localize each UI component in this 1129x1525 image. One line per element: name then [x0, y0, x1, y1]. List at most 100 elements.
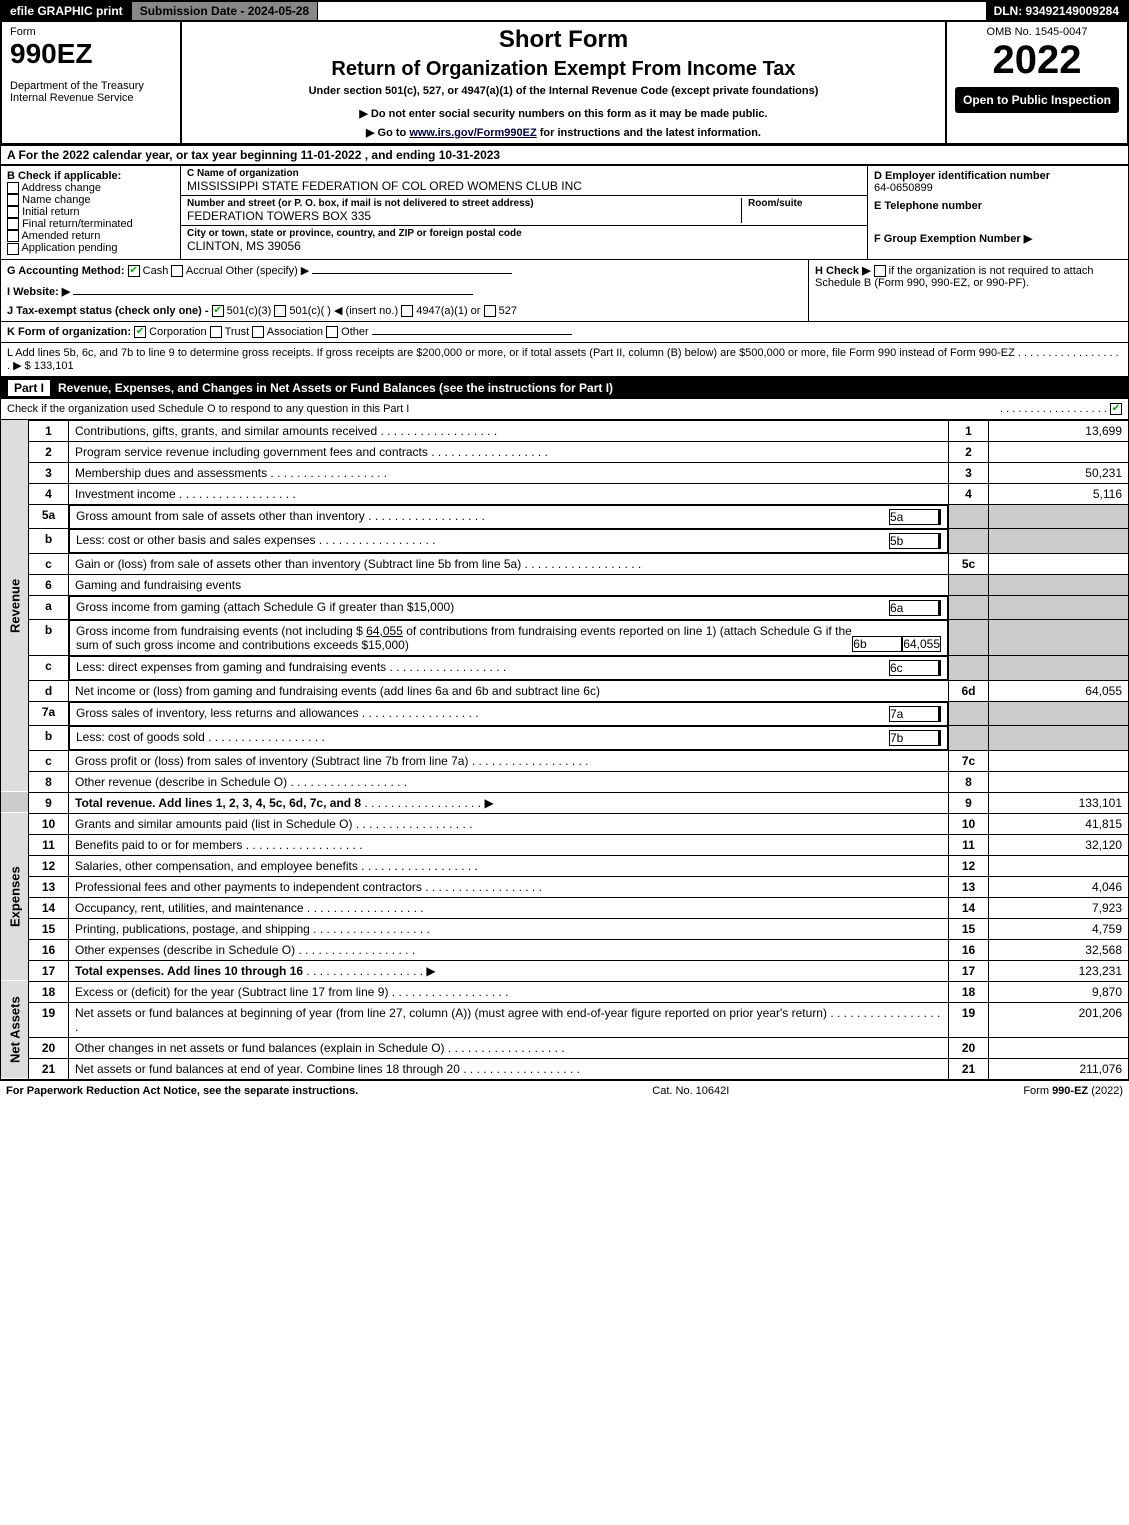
section-g-h: G Accounting Method: Cash Accrual Other …: [0, 260, 1129, 322]
chk-accrual[interactable]: [171, 265, 183, 277]
dots: [1000, 403, 1107, 415]
l-value: 133,101: [34, 360, 74, 372]
line-2: 2Program service revenue including gover…: [1, 441, 1129, 462]
line-11: 11Benefits paid to or for members1132,12…: [1, 834, 1129, 855]
line-19: 19Net assets or fund balances at beginni…: [1, 1002, 1129, 1037]
room-suite: Room/suite: [741, 198, 861, 223]
k-label: K Form of organization:: [7, 326, 131, 338]
line-8: 8Other revenue (describe in Schedule O)8: [1, 771, 1129, 792]
section-c: C Name of organization MISSISSIPPI STATE…: [181, 166, 868, 259]
line-10: Expenses 10Grants and similar amounts pa…: [1, 813, 1129, 834]
tax-year: 2022: [955, 38, 1119, 83]
city-value: CLINTON, MS 39056: [187, 239, 861, 253]
chk-name-change[interactable]: Name change: [7, 194, 174, 206]
g-other-input[interactable]: [312, 273, 512, 274]
ln-desc: Contributions, gifts, grants, and simila…: [69, 420, 949, 441]
line-17: 17Total expenses. Add lines 10 through 1…: [1, 960, 1129, 981]
line-6a: aGross income from gaming (attach Schedu…: [1, 595, 1129, 620]
form-header: Form 990EZ Department of the Treasury In…: [0, 22, 1129, 145]
website-input[interactable]: [73, 294, 473, 295]
chk-501c[interactable]: [274, 305, 286, 317]
street-address: Number and street (or P. O. box, if mail…: [187, 198, 741, 223]
chk-address-change[interactable]: Address change: [7, 182, 174, 194]
line-7c: cGross profit or (loss) from sales of in…: [1, 750, 1129, 771]
ein-label: D Employer identification number: [874, 170, 1122, 182]
city-box: City or town, state or province, country…: [181, 226, 867, 255]
return-title: Return of Organization Exempt From Incom…: [190, 58, 937, 81]
line-16: 16Other expenses (describe in Schedule O…: [1, 939, 1129, 960]
side-expenses: Expenses: [1, 813, 29, 981]
chk-schedule-b[interactable]: [874, 265, 886, 277]
footer-left: For Paperwork Reduction Act Notice, see …: [6, 1085, 358, 1097]
org-name-box: C Name of organization MISSISSIPPI STATE…: [181, 166, 867, 196]
addr-value: FEDERATION TOWERS BOX 335: [187, 209, 741, 223]
under-section: Under section 501(c), 527, or 4947(a)(1)…: [190, 85, 937, 97]
chk-schedule-o[interactable]: [1110, 403, 1122, 415]
chk-association[interactable]: [252, 326, 264, 338]
line-14: 14Occupancy, rent, utilities, and mainte…: [1, 897, 1129, 918]
addr-label: Number and street (or P. O. box, if mail…: [187, 198, 741, 209]
line-20: 20Other changes in net assets or fund ba…: [1, 1037, 1129, 1058]
chk-amended-return[interactable]: Amended return: [7, 230, 174, 242]
side-revenue: Revenue: [1, 420, 29, 792]
l-arrow: ▶ $: [13, 360, 31, 372]
omb-number: OMB No. 1545-0047: [955, 26, 1119, 38]
h-label: H Check ▶: [815, 265, 871, 277]
efile-label: efile GRAPHIC print: [2, 2, 132, 20]
part1-sub: Check if the organization used Schedule …: [0, 399, 1129, 420]
header-right: OMB No. 1545-0047 2022 Open to Public In…: [947, 22, 1127, 143]
chk-501c3[interactable]: [212, 305, 224, 317]
address-box: Number and street (or P. O. box, if mail…: [181, 196, 867, 226]
phone-label: E Telephone number: [874, 200, 1122, 212]
org-name-label: C Name of organization: [187, 168, 861, 179]
part1-header: Part I Revenue, Expenses, and Changes in…: [0, 377, 1129, 399]
section-b: B Check if applicable: Address change Na…: [1, 166, 181, 259]
chk-application-pending[interactable]: Application pending: [7, 242, 174, 254]
ein-value: 64-0650899: [874, 182, 1122, 194]
line-6: 6Gaming and fundraising events: [1, 574, 1129, 595]
line-7a: 7aGross sales of inventory, less returns…: [1, 701, 1129, 726]
line-9: 9Total revenue. Add lines 1, 2, 3, 4, 5c…: [1, 792, 1129, 813]
org-name: MISSISSIPPI STATE FEDERATION OF COL ORED…: [187, 179, 861, 193]
submission-date: Submission Date - 2024-05-28: [132, 2, 318, 20]
header-left: Form 990EZ Department of the Treasury In…: [2, 22, 182, 143]
irs-link[interactable]: www.irs.gov/Form990EZ: [409, 127, 536, 139]
l-text: L Add lines 5b, 6c, and 7b to line 9 to …: [7, 347, 1015, 359]
line-4: 4Investment income45,116: [1, 483, 1129, 504]
chk-corporation[interactable]: [134, 326, 146, 338]
line-3: 3Membership dues and assessments350,231: [1, 462, 1129, 483]
chk-cash[interactable]: [128, 265, 140, 277]
header-mid: Short Form Return of Organization Exempt…: [182, 22, 947, 143]
page-footer: For Paperwork Reduction Act Notice, see …: [0, 1080, 1129, 1101]
part1-sub-text: Check if the organization used Schedule …: [7, 403, 409, 415]
form-word: Form: [10, 26, 172, 38]
chk-527[interactable]: [484, 305, 496, 317]
ln-rn: 1: [949, 420, 989, 441]
room-label: Room/suite: [748, 198, 861, 209]
section-a: A For the 2022 calendar year, or tax yea…: [0, 145, 1129, 165]
chk-initial-return[interactable]: Initial return: [7, 206, 174, 218]
section-k: K Form of organization: Corporation Trus…: [0, 322, 1129, 343]
line-12: 12Salaries, other compensation, and empl…: [1, 855, 1129, 876]
chk-trust[interactable]: [210, 326, 222, 338]
form-page: efile GRAPHIC print Submission Date - 20…: [0, 0, 1129, 1101]
part1-title: Revenue, Expenses, and Changes in Net As…: [58, 381, 613, 395]
dln-label: DLN: 93492149009284: [986, 2, 1127, 20]
line-13: 13Professional fees and other payments t…: [1, 876, 1129, 897]
section-bcdef: B Check if applicable: Address change Na…: [0, 165, 1129, 260]
lines-table: Revenue 1 Contributions, gifts, grants, …: [0, 420, 1129, 1080]
chk-other-org[interactable]: [326, 326, 338, 338]
ln-num: 1: [29, 420, 69, 441]
section-def: D Employer identification number 64-0650…: [868, 166, 1128, 259]
j-label: J Tax-exempt status (check only one) -: [7, 305, 209, 317]
k-other-input[interactable]: [372, 334, 572, 335]
form-number: 990EZ: [10, 38, 172, 70]
chk-4947[interactable]: [401, 305, 413, 317]
line-6b: bGross income from fundraising events (n…: [1, 620, 1129, 656]
side-net-assets: Net Assets: [1, 981, 29, 1079]
line-7b: bLess: cost of goods sold7b: [1, 726, 1129, 751]
top-bar: efile GRAPHIC print Submission Date - 20…: [0, 0, 1129, 22]
no-ssn-note: ▶ Do not enter social security numbers o…: [190, 107, 937, 120]
goto-note: ▶ Go to www.irs.gov/Form990EZ for instru…: [190, 126, 937, 139]
chk-final-return[interactable]: Final return/terminated: [7, 218, 174, 230]
